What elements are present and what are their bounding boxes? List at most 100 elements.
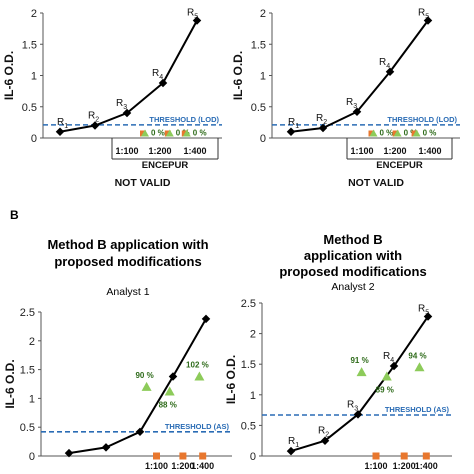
panel-3-data-point-4 [168, 372, 178, 381]
panel-2-point-label-4: R4 [379, 57, 390, 70]
panel-2-y-tick-label: 0.5 [251, 102, 266, 114]
panel-2-sample-triangle-3 [412, 129, 421, 137]
panel-2-sample-pct-2: 0 % [404, 129, 418, 138]
panel-4-point-label-sub: 4 [390, 357, 394, 364]
panel-3-axis-square-2 [179, 452, 187, 460]
panel-2-data-point-1 [286, 127, 296, 136]
panel-1-point-label-base: R [116, 98, 123, 109]
panel-2-footer-label: NOT VALID [348, 177, 404, 189]
panel-3-data-point-2 [101, 443, 111, 452]
panel-4-point-label-base: R [288, 436, 295, 447]
panel-3-data-point-1 [64, 448, 74, 458]
panel-1-data-point-2 [90, 121, 100, 130]
panel-1-point-label-base: R [88, 111, 95, 122]
panel-1-point-label-base: R [57, 117, 64, 128]
panel-4-data-point-5 [423, 312, 433, 321]
panel-1-point-label-sub: 2 [95, 117, 99, 124]
panel-1-data-point-3 [122, 108, 132, 118]
panel-4-sample-triangle-3 [414, 362, 425, 372]
panel-3-dilution-label-3: 1:400 [191, 461, 214, 471]
panel-3-axis-square-3 [199, 452, 207, 460]
panel-3-y-tick-label: 2.5 [20, 307, 35, 319]
panel-1-sample-pct-3: 0 % [193, 129, 207, 138]
panel-1-point-label-base: R [152, 68, 159, 79]
panel-2-point-label-sub: 5 [425, 14, 429, 21]
panel-3-sample-pct-3: 102 % [186, 361, 209, 370]
panel-4-point-label-2: R2 [318, 426, 329, 439]
panel-2-point-label-sub: 4 [386, 63, 390, 70]
panel-4-point-label-base: R [318, 426, 325, 437]
panel-1-point-label-sub: 5 [194, 14, 198, 21]
panel-4-series-line [290, 315, 429, 453]
panel-4-data-point-4 [389, 361, 399, 371]
panel-4-point-label-5: R5 [418, 303, 429, 316]
panel-4-axis-square-3 [422, 452, 430, 460]
panel-4-threshold-label: THRESHOLD (AS) [385, 405, 450, 414]
panel-4-subtitle: Analyst 2 [331, 281, 374, 293]
panel-4-point-label-sub: 5 [425, 309, 429, 316]
panel-2-group-label: ENCEPUR [376, 160, 423, 171]
panel-1-point-label-3: R3 [116, 98, 127, 111]
panel-3-threshold-label: THRESHOLD (AS) [165, 422, 230, 431]
panel-1-sample-triangle-1 [141, 129, 149, 137]
panel-3-subtitle: Analyst 1 [106, 286, 149, 298]
panel-2-y-tick-label: 1 [260, 71, 266, 83]
panel-3-y-tick-label: 0 [29, 451, 35, 463]
panel-2-point-label-sub: 3 [353, 103, 357, 110]
panel-4-sample-pct-2: 89 % [376, 385, 394, 394]
panel-3-sample-pct-2: 88 % [159, 400, 177, 409]
panel-4-point-label-sub: 1 [295, 442, 299, 449]
panel-4-y-axis-label: IL-6 O.D. [224, 355, 238, 404]
panel-2-point-label-base: R [418, 8, 425, 19]
panel-4-point-label-sub: 2 [325, 432, 329, 439]
panel-4-axis-square-2 [400, 452, 408, 460]
panel-3-y-tick-label: 0.5 [20, 422, 35, 434]
panel-1-point-label-2: R2 [88, 111, 99, 124]
panel-1-data-point-1 [55, 127, 65, 136]
panel-2-data-point-4 [385, 67, 395, 76]
panel-4-data-point-3 [353, 410, 363, 419]
panel-1-sample-triangle-2 [165, 129, 174, 137]
panel-2-y-tick-label: 1.5 [251, 39, 266, 51]
panel-2-dilution-label-1: 1:100 [350, 146, 373, 156]
panel-4-title-line-3: proposed modifications [279, 264, 426, 279]
panel-1-point-label-4: R4 [152, 68, 163, 81]
panel-4-dilution-label-2: 1:200 [393, 461, 416, 471]
panel-1-point-label-sub: 1 [64, 123, 68, 130]
panel-3-dilution-label-1: 1:100 [145, 461, 168, 471]
panel-1-sample-pct-1: 0 % [151, 129, 165, 138]
panel-2-point-label-3: R3 [346, 97, 357, 110]
panel-4-point-label-base: R [418, 303, 425, 314]
panel-4-point-label-1: R1 [288, 436, 299, 449]
panel-3-axis-square-1 [153, 452, 160, 460]
panel-4-point-label-3: R3 [347, 399, 358, 412]
panel-3-y-tick-label: 2 [29, 336, 35, 348]
panel-4-point-label-4: R4 [383, 351, 394, 364]
panel-1-y-tick-label: 2 [31, 8, 37, 20]
panel-4-point-label-sub: 3 [354, 405, 358, 412]
panel-4-sample-pct-3: 94 % [408, 351, 426, 360]
panel-3-title-line-1: Method B application with [47, 237, 208, 252]
panel-2-point-label-base: R [316, 113, 323, 124]
panel-2-point-label-5: R5 [418, 8, 429, 21]
panel-4-y-tick-label: 2.5 [241, 298, 256, 310]
panel-1-y-tick-label: 1 [31, 71, 37, 83]
panel-3-sample-triangle-2 [164, 386, 175, 396]
panel-2-point-label-base: R [346, 97, 353, 108]
panel-1-point-label-base: R [187, 8, 194, 19]
panel-3-title-line-2: proposed modifications [54, 254, 201, 269]
panel-2-y-tick-label: 0 [260, 133, 266, 145]
panel-1-point-label-sub: 4 [159, 74, 163, 81]
panel-4-dilution-label-1: 1:100 [364, 461, 387, 471]
panel-2-data-point-2 [318, 123, 328, 133]
panel-1-y-axis-label: IL-6 O.D. [2, 51, 16, 100]
panel-4-y-tick-label: 1 [250, 390, 256, 402]
panel-1-sample-triangle-3 [182, 129, 191, 137]
panel-2-point-label-1: R1 [288, 117, 299, 130]
panel-2-y-tick-label: 2 [260, 8, 266, 20]
panel-4-data-point-2 [320, 436, 330, 445]
panel-2-data-point-3 [352, 107, 362, 116]
panel-3-data-point-5 [201, 314, 211, 324]
panel-1-point-label-5: R5 [187, 8, 198, 21]
